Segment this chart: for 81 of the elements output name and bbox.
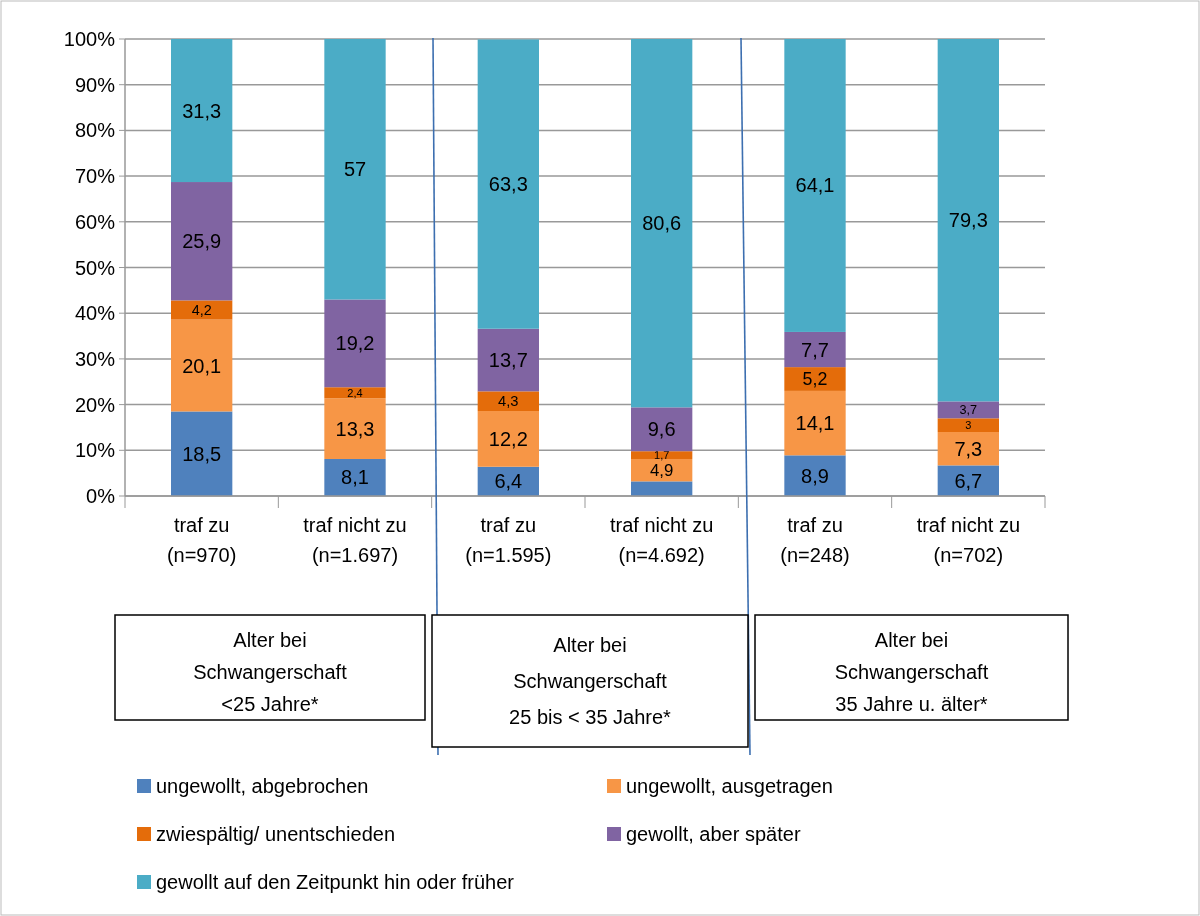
data-label: 7,3 [954, 437, 983, 460]
x-tick-label: traf zu (n=248) [780, 514, 850, 566]
x-tick-label: traf zu (n=970) [166, 514, 237, 566]
data-label: 3,7 [959, 403, 978, 418]
x-tick-label: traf nicht zu (n=702) [916, 514, 1021, 566]
bar [631, 451, 693, 459]
bar [937, 401, 999, 419]
data-label: 63,3 [488, 173, 528, 196]
x-tick-label: traf nicht zu (n=4.692) [609, 514, 714, 566]
bar [784, 455, 846, 496]
data-label: 13,7 [488, 349, 528, 372]
data-label: 31,3 [182, 99, 222, 122]
text: Alter bei Schwangerschaft 35 Jahre u. älter* [834, 629, 989, 715]
data-label: 5,2 [802, 369, 828, 390]
data-label: 4,9 [649, 461, 674, 481]
y-tick-label: 60% [74, 210, 116, 233]
bar [631, 481, 693, 496]
bar [937, 39, 999, 402]
data-label: 57 [343, 158, 367, 181]
y-tick-label: 40% [74, 302, 116, 325]
bar [784, 39, 846, 332]
bar [784, 367, 846, 391]
bar [171, 411, 233, 496]
text: Alter bei Schwangerschaft 25 bis < 35 Jahre* [509, 634, 672, 728]
bar [477, 328, 539, 392]
bar [937, 418, 999, 433]
legend-label: zwiespältig/ unentschieden [156, 823, 396, 845]
y-tick-label: 20% [74, 393, 116, 416]
bar [631, 407, 693, 452]
data-label: 80,6 [642, 212, 682, 235]
data-label: 6,4 [494, 470, 523, 493]
legend-label: ungewollt, ausgetragen [626, 775, 833, 797]
data-label: 19,2 [335, 332, 375, 355]
data-label: 64,1 [795, 174, 835, 197]
y-tick-label: 70% [74, 165, 116, 188]
text: Alter bei Schwangerschaft <25 Jahre* [193, 629, 348, 715]
data-label: 14,1 [795, 412, 835, 435]
bar [324, 299, 386, 388]
y-tick-label: 90% [74, 73, 116, 96]
data-label: 2,4 [347, 386, 363, 399]
legend-label: gewollt, aber später [626, 823, 801, 845]
bar [324, 387, 386, 399]
data-label: 12,2 [488, 427, 528, 450]
bar [171, 182, 233, 301]
bar [937, 432, 999, 466]
x-tick-label: traf zu (n=1.595) [465, 514, 552, 566]
bar [324, 39, 386, 300]
bar [171, 300, 233, 320]
y-tick-label: 30% [74, 347, 116, 370]
bar [477, 39, 539, 329]
y-tick-label: 50% [74, 256, 116, 279]
data-label: 7,7 [801, 338, 829, 361]
bar [171, 319, 233, 412]
y-tick-label: 0% [86, 485, 116, 507]
bar [324, 398, 386, 459]
y-tick-label: 80% [74, 119, 116, 142]
data-label: 9,6 [647, 418, 676, 441]
data-label: 20,1 [182, 354, 222, 377]
data-label: 79,3 [948, 209, 988, 232]
bar [477, 411, 539, 467]
data-label: 3 [965, 419, 972, 432]
data-label: 4,3 [498, 393, 519, 410]
bar [784, 390, 846, 456]
data-label: 6,7 [954, 469, 983, 492]
data-label: 13,3 [335, 417, 375, 440]
bar [171, 39, 233, 183]
y-tick-label: 100% [63, 28, 116, 50]
y-tick-label: 10% [74, 439, 116, 462]
data-label: 4,2 [191, 302, 212, 319]
legend-label: ungewollt, abgebrochen [156, 775, 369, 797]
bar [324, 458, 386, 496]
x-tick-label: traf nicht zu (n=1.697) [303, 514, 407, 566]
bar [477, 391, 539, 411]
bar [784, 331, 846, 368]
data-label: 1,7 [654, 448, 670, 461]
data-label: 8,9 [801, 464, 829, 487]
bar [631, 39, 693, 408]
legend-label: gewollt auf den Zeitpunkt hin oder früher [156, 871, 515, 893]
data-label: 8,1 [341, 466, 369, 489]
data-label: 25,9 [182, 230, 222, 253]
data-label: 18,5 [182, 442, 222, 465]
